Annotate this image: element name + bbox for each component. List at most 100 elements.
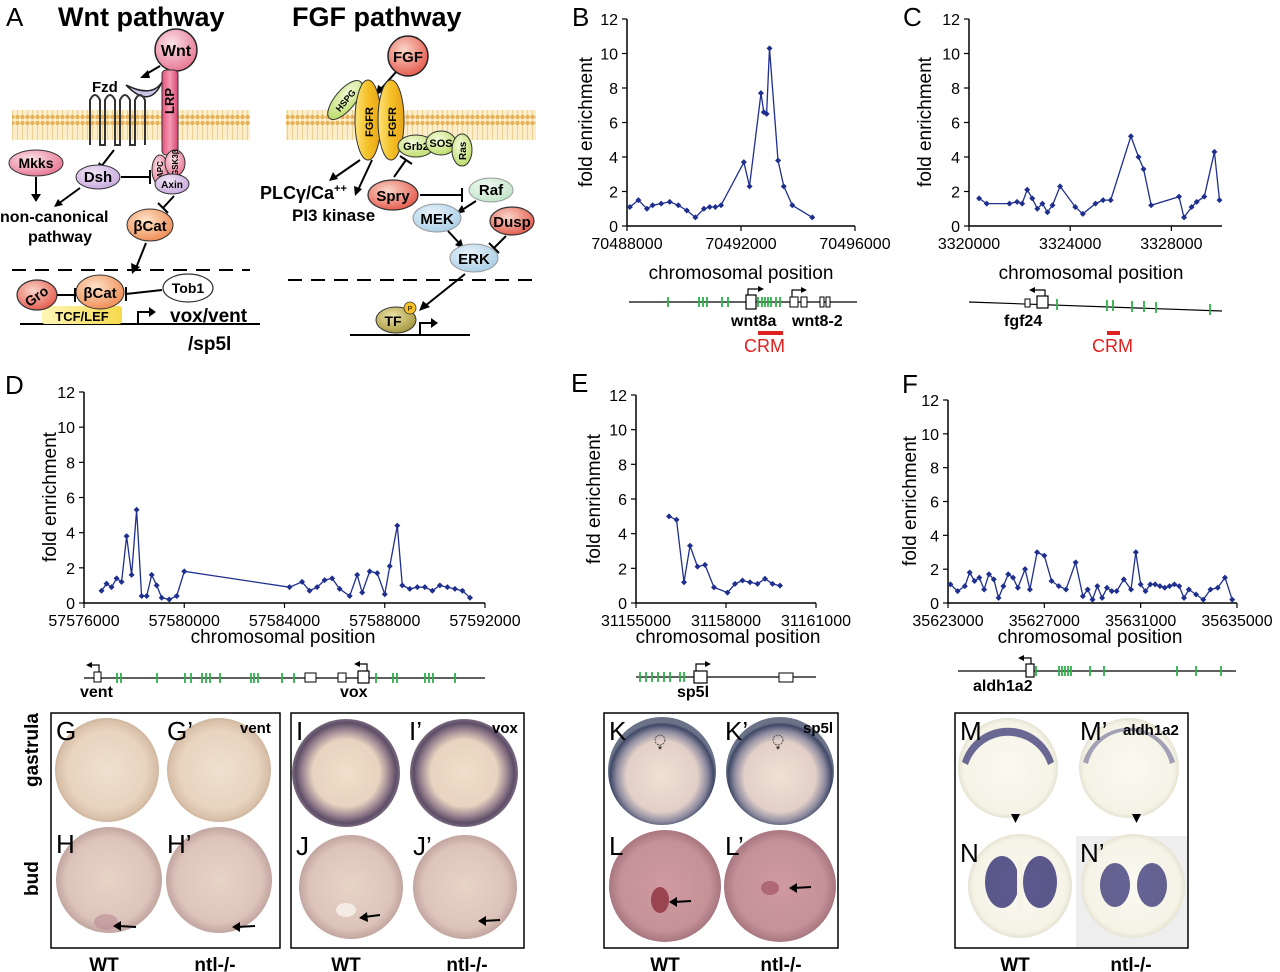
data-point <box>1022 566 1029 573</box>
data-point <box>1048 578 1055 585</box>
wnt-pathway-diagram: Wnt Fzd LRP Dsh Mkks non-canonical pathw… <box>0 28 260 355</box>
y-tick-label: 12 <box>921 393 939 410</box>
gene-label-vox: vox <box>340 684 368 701</box>
row-label-bud: bud <box>22 861 43 896</box>
data-point <box>1207 586 1214 593</box>
triangle-marker <box>1132 814 1141 823</box>
x-tick-label: 3324000 <box>1039 236 1101 253</box>
y-tick-label: 6 <box>618 492 627 509</box>
y-tick-label: 8 <box>609 81 618 98</box>
y-tick-label: 2 <box>930 562 939 579</box>
tf-label: TF <box>384 313 402 329</box>
bcat-label: βCat <box>133 218 166 235</box>
data-point <box>451 585 458 592</box>
tcf-lef-node <box>42 306 122 324</box>
y-tick-label: 8 <box>951 81 960 98</box>
chart-panel-b: B 0 2 4 6 8 10 12 70488000 70492000 70496000 fold e… <box>572 2 891 284</box>
data-point <box>626 204 633 211</box>
axin-label: Axin <box>161 180 183 191</box>
x-axis-title: chromosomal position <box>649 263 834 284</box>
y-tick-label: 6 <box>66 491 75 508</box>
data-point <box>1079 593 1086 600</box>
panel-letter-h: H <box>56 829 75 859</box>
tob1-label: Tob1 <box>172 280 205 296</box>
y-tick-label: 12 <box>600 12 618 29</box>
data-point <box>153 582 160 589</box>
gene-label-sp5l: sp5l <box>677 684 709 701</box>
fgf-pathway-title: FGF pathway <box>292 2 462 32</box>
y-tick-label: 2 <box>609 185 618 202</box>
panel-letter-g: G <box>56 716 76 746</box>
x-axis-title: chromosomal position <box>998 627 1183 648</box>
panel-letter-g-prime: G’ <box>167 716 193 746</box>
embryo-n-prime <box>1081 834 1185 938</box>
embryo-i-prime <box>410 719 518 827</box>
data-point <box>1029 195 1036 202</box>
data-point <box>1156 583 1163 590</box>
chart-panel-f: F 0 2 4 6 8 10 12 35623000 35627000 35631000 356350… <box>900 369 1273 648</box>
genotype-ntl-3: ntl-/- <box>760 955 801 972</box>
tob1-inhibits-bcat <box>125 289 163 295</box>
data-point <box>1049 202 1056 209</box>
data-point <box>746 183 753 190</box>
spry-node <box>367 179 419 211</box>
x-tick-label: 70488000 <box>591 236 662 253</box>
exon-box <box>745 294 757 310</box>
photo-gene-vox: vox <box>492 720 519 737</box>
data-point <box>673 516 680 523</box>
data-point <box>635 197 642 204</box>
data-point <box>1127 133 1134 140</box>
dsh-label: Dsh <box>84 169 112 186</box>
data-point <box>1221 574 1228 581</box>
data-point <box>158 594 165 601</box>
tss-arrow-icon <box>1033 289 1046 296</box>
mek-erk-arrow <box>447 230 461 245</box>
arrowhead <box>329 172 338 181</box>
expression-spot <box>336 903 356 917</box>
somite-expression <box>1137 863 1167 907</box>
y-tick-label: 12 <box>57 385 75 402</box>
data-point <box>1024 186 1031 193</box>
y-tick-label: 6 <box>609 116 618 133</box>
data-point <box>444 584 451 591</box>
data-point <box>166 596 173 603</box>
data-point <box>1092 200 1099 207</box>
data-point <box>1193 591 1200 598</box>
data-point <box>1100 197 1107 204</box>
arrowhead <box>1018 655 1024 661</box>
arrowhead <box>478 916 486 926</box>
arrowhead <box>354 661 360 667</box>
mek-node <box>412 203 462 233</box>
arrowhead <box>54 199 63 207</box>
exon-box <box>337 672 347 683</box>
exon-box <box>93 671 102 683</box>
data-point <box>1063 586 1070 593</box>
panel-letter-d: D <box>5 370 24 400</box>
data-point <box>1171 581 1178 588</box>
y-tick-label: 0 <box>618 596 627 613</box>
data-point <box>966 569 973 576</box>
dusp-node <box>489 206 535 236</box>
data-point <box>354 571 361 578</box>
panel-a: A Wnt pathway FGF pathway Wnt Fzd LRP Ds… <box>0 2 536 355</box>
y-tick-label: 0 <box>951 219 960 236</box>
embryo-g-prime <box>167 718 271 822</box>
data-point <box>649 202 656 209</box>
raf-node <box>468 177 514 203</box>
chip-charts: B 0 2 4 6 8 10 12 70488000 70492000 70496000 fold e… <box>5 2 1273 648</box>
data-point <box>173 592 180 599</box>
arrowhead <box>149 307 156 317</box>
tss-arrow-icon <box>695 663 707 671</box>
apc-label: APC <box>156 161 165 178</box>
data-point <box>702 561 708 568</box>
y-axis-title: fold enrichment <box>576 56 597 187</box>
arrowhead <box>431 318 438 328</box>
data-point <box>757 90 764 97</box>
fgf-ligand <box>387 35 429 77</box>
gene-track-d: vent vox <box>80 661 485 701</box>
exon-box <box>357 670 370 684</box>
raf-label: Raf <box>479 182 504 199</box>
y-tick-label: 8 <box>66 455 75 472</box>
y-tick-label: 10 <box>57 420 75 437</box>
